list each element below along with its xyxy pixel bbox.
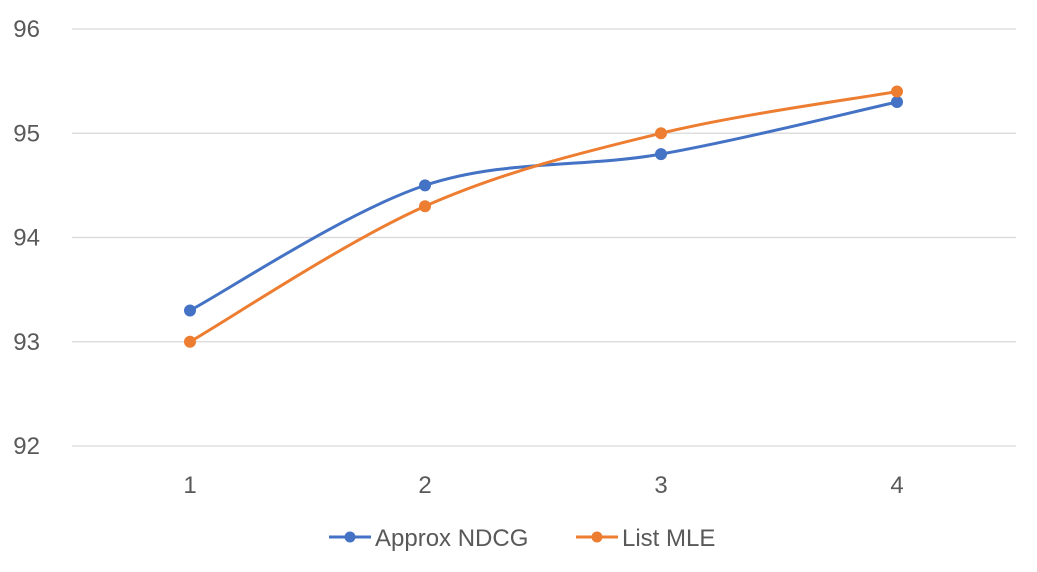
gridlines xyxy=(72,28,1016,447)
data-point xyxy=(419,179,431,192)
y-tick-label: 94 xyxy=(13,225,40,252)
y-tick-label: 92 xyxy=(13,433,40,460)
x-tick-label: 1 xyxy=(183,472,196,499)
x-tick-label: 4 xyxy=(890,472,903,499)
legend-swatch-marker xyxy=(344,531,356,543)
series-group xyxy=(184,85,903,348)
series-approx-ndcg xyxy=(184,95,903,317)
series-line xyxy=(188,90,899,344)
data-point xyxy=(184,304,196,317)
data-point xyxy=(891,85,903,98)
series-list-mle xyxy=(184,85,903,348)
data-point xyxy=(184,335,196,348)
x-tick-label: 3 xyxy=(654,472,667,499)
y-tick-label: 96 xyxy=(13,16,40,43)
x-tick-label: 2 xyxy=(418,472,431,499)
data-point xyxy=(419,200,431,213)
data-point xyxy=(891,95,903,108)
legend-item: List MLE xyxy=(576,525,715,552)
y-tick-label: 95 xyxy=(13,120,40,147)
legend: Approx NDCG List MLE xyxy=(329,525,715,552)
y-tick-label: 93 xyxy=(13,329,40,356)
legend-label: Approx NDCG xyxy=(375,525,528,552)
legend-label: List MLE xyxy=(622,525,715,552)
legend-swatch-marker xyxy=(591,531,603,543)
data-point xyxy=(655,148,667,161)
legend-item: Approx NDCG xyxy=(329,525,528,552)
y-axis-ticks: 92 93 94 95 96 xyxy=(13,16,40,460)
data-point xyxy=(655,127,667,140)
x-axis-ticks: 1 2 3 4 xyxy=(183,472,903,499)
